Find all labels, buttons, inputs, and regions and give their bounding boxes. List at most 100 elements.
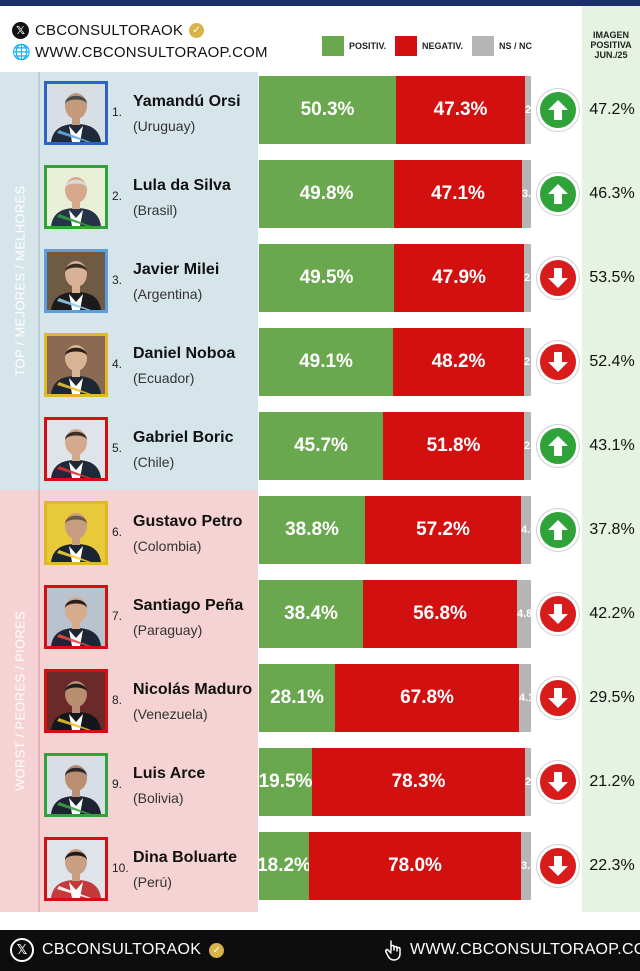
president-country: (Paraguay) [133,622,203,638]
header-x-handle[interactable]: CBCONSULTORAOK [35,22,184,39]
legend-negative: NEGATIV. [395,36,463,56]
bar-segment-negative: 47.9% [394,244,524,312]
data-label-negative: 47.9% [432,267,486,288]
table-row: 5. Gabriel Boric (Chile) 45.7% 51.8% 2.5 43.1% [0,408,640,492]
bar-segment-negative: 78.3% [312,748,525,816]
data-label-negative: 78.3% [391,771,446,792]
footer: 𝕏 CBCONSULTORAOK ✓ WWW.CBCONSULTORAOP.CO… [0,930,640,971]
portrait-icon [47,84,105,142]
data-label-ns-nc: 2.7 [524,356,531,368]
bar-segment-negative: 47.3% [396,76,525,144]
stacked-bar: 49.5% 47.9% 2.6 [259,244,531,312]
data-label-negative: 56.8% [413,603,467,624]
rank-number: 7. [112,609,123,623]
previous-image-value: 29.5% [589,689,635,706]
portrait-icon [47,756,105,814]
portrait-icon [47,420,105,478]
trend-down-arrow-icon [537,341,579,383]
previous-image-value: 37.8% [589,521,635,538]
portrait [44,165,108,229]
stacked-bar: 50.3% 47.3% 2.4 [259,76,531,144]
data-label-ns-nc: 4.0 [521,524,531,536]
previous-image-value: 22.3% [589,857,635,874]
data-label-positive: 38.8% [285,519,339,540]
header-website[interactable]: WWW.CBCONSULTORAOP.COM [35,44,268,61]
president-name: Luis Arce [133,765,206,782]
globe-icon: 🌐 [12,44,31,61]
image-column-header-line1: IMAGEN [593,30,629,40]
president-country: (Uruguay) [133,118,196,134]
bar-segment-positive: 50.3% [259,76,396,144]
legend-label-positive: POSITIV. [349,41,387,51]
footer-x-handle-row[interactable]: 𝕏 CBCONSULTORAOK ✓ [10,938,225,962]
data-label-positive: 38.4% [284,603,338,624]
rank-number: 1. [112,105,123,119]
table-row: 9. Luis Arce (Bolivia) 19.5% 78.3% 2.2 21.2% [0,744,640,828]
x-logo-icon: 𝕏 [12,22,29,39]
president-name: Lula da Silva [133,177,231,194]
portrait [44,417,108,481]
bar-segment-negative: 67.8% [335,664,519,732]
data-label-ns-nc: 2.5 [524,440,531,452]
data-label-negative: 78.0% [388,855,442,876]
rank-number: 6. [112,525,123,539]
legend-ns-nc: NS / NC [472,36,532,56]
portrait [44,501,108,565]
legend-swatch-ns-nc [472,36,494,56]
trend-up-arrow-icon [537,425,579,467]
bar-segment-positive: 38.8% [259,496,365,564]
data-label-positive: 18.2% [259,855,309,876]
president-country: (Brasil) [133,202,178,218]
header: 𝕏 CBCONSULTORAOK ✓ 🌐 WWW.CBCONSULTORAOP.… [0,6,640,72]
image-column-header-line2: POSITIVA [590,40,632,50]
trend-up-arrow-icon [537,509,579,551]
footer-x-handle[interactable]: CBCONSULTORAOK [42,941,202,958]
president-name: Daniel Noboa [133,345,236,362]
pointer-hand-icon [385,940,401,961]
bar-segment-ns-nc: 3.1 [522,160,531,228]
table-row: 3. Javier Milei (Argentina) 49.5% 47.9% 2.6 53… [0,240,640,324]
bar-segment-positive: 38.4% [259,580,363,648]
image-column-header-line3: JUN./25 [594,50,628,60]
stacked-bar: 45.7% 51.8% 2.5 [259,412,531,480]
data-label-negative: 57.2% [416,519,470,540]
president-country: (Perú) [133,874,172,890]
data-label-ns-nc: 3.1 [522,188,531,200]
bar-segment-negative: 51.8% [383,412,524,480]
bar-segment-negative: 48.2% [393,328,524,396]
table-row: 7. Santiago Peña (Paraguay) 38.4% 56.8% 4.8 42… [0,576,640,660]
legend-swatch-negative [395,36,417,56]
verified-badge-icon: ✓ [189,23,205,38]
president-name: Javier Milei [133,261,220,278]
bar-segment-positive: 49.1% [259,328,393,396]
legend-label-ns-nc: NS / NC [499,41,533,51]
bar-segment-negative: 78.0% [309,832,521,900]
bar-segment-ns-nc: 4.8 [517,580,531,648]
footer-verified-badge-icon: ✓ [209,942,225,958]
header-website-row[interactable]: 🌐 WWW.CBCONSULTORAOP.COM [12,44,268,61]
president-country: (Chile) [133,454,175,470]
previous-image-value: 53.5% [589,269,635,286]
bar-segment-positive: 18.2% [259,832,309,900]
president-name: Gabriel Boric [133,429,234,446]
rank-number: 5. [112,441,123,455]
footer-website-row[interactable]: WWW.CBCONSULTORAOP.COM [384,939,640,961]
stacked-bar: 49.8% 47.1% 3.1 [259,160,531,228]
header-x-handle-row[interactable]: 𝕏 CBCONSULTORAOK ✓ [12,22,205,39]
table-row: 10. Dina Boluarte (Perú) 18.2% 78.0% 3.8 22.3% [0,828,640,912]
legend-swatch-positive [322,36,344,56]
trend-down-arrow-icon [537,257,579,299]
president-country: (Ecuador) [133,370,195,386]
portrait [44,837,108,901]
legend-label-negative: NEGATIV. [422,41,464,51]
bar-segment-positive: 45.7% [259,412,383,480]
portrait [44,753,108,817]
rank-number: 3. [112,273,123,287]
portrait [44,81,108,145]
data-label-positive: 49.5% [299,267,354,288]
rank-number: 9. [112,777,123,791]
data-label-positive: 49.1% [299,351,353,372]
president-country: (Venezuela) [133,706,208,722]
footer-website[interactable]: WWW.CBCONSULTORAOP.COM [410,941,640,958]
portrait-icon [47,672,105,730]
